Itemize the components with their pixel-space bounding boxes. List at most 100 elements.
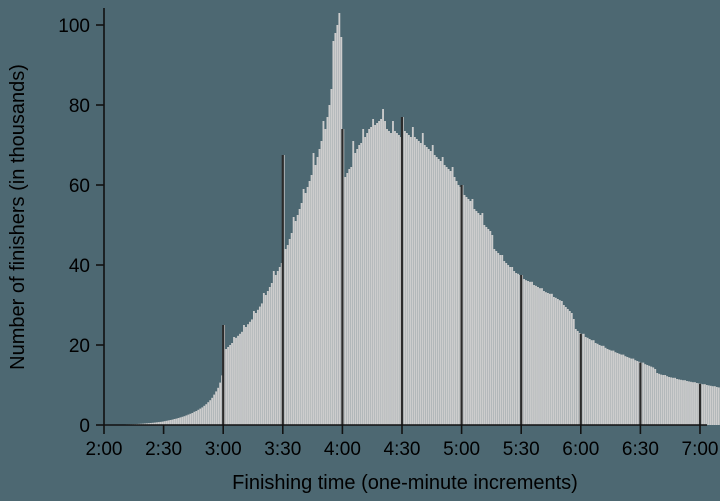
histogram-bar — [503, 261, 506, 425]
histogram-bar — [181, 416, 184, 425]
x-axis-tick-label: 7:00 — [682, 439, 719, 460]
histogram-bar — [523, 279, 526, 425]
x-axis-tick-label: 5:00 — [443, 439, 480, 460]
histogram-bar — [155, 422, 158, 425]
histogram-bar — [247, 324, 249, 425]
histogram-bar — [560, 301, 563, 425]
histogram-bar — [539, 288, 541, 425]
histogram-bar — [274, 275, 277, 425]
chart-axes — [103, 8, 707, 426]
goal-time-marker-lines — [222, 117, 702, 425]
histogram-bar — [717, 387, 720, 425]
histogram-bar — [606, 349, 609, 425]
histogram-bar — [562, 305, 565, 425]
histogram-bar — [551, 293, 553, 425]
histogram-bar — [674, 377, 676, 425]
histogram-bar — [396, 133, 398, 425]
histogram-bar — [266, 291, 269, 425]
histogram-bar — [239, 333, 241, 425]
histogram-bar — [183, 416, 186, 425]
histogram-bar — [324, 129, 327, 425]
histogram-bar — [652, 367, 655, 425]
histogram-bar — [312, 153, 315, 425]
y-axis-ticks: 0 20 40 60 80 100 — [58, 16, 104, 437]
histogram-bar — [237, 335, 239, 425]
histogram-bar — [590, 340, 593, 425]
y-axis-tick-label: 60 — [69, 176, 90, 197]
histogram-bar — [533, 285, 535, 425]
histogram-bar — [684, 380, 686, 425]
histogram-bar — [185, 415, 188, 425]
histogram-bar — [525, 280, 527, 425]
histogram-bar — [485, 227, 488, 425]
histogram-bar — [435, 157, 438, 425]
histogram-bar — [187, 414, 190, 425]
histogram-bar — [249, 321, 251, 425]
histogram-bar — [189, 413, 192, 425]
histogram-bar — [415, 139, 418, 425]
histogram-bar — [620, 354, 623, 425]
histogram-bar — [453, 177, 456, 425]
histogram-bar — [543, 291, 545, 425]
histogram-bar — [622, 354, 625, 425]
histogram-bar — [610, 350, 613, 425]
histogram-bar — [664, 375, 667, 425]
histogram-bar — [167, 420, 170, 425]
histogram-bar — [493, 249, 496, 425]
histogram-bar — [177, 418, 180, 425]
histogram-bar — [161, 421, 164, 425]
histogram-bar — [157, 422, 160, 425]
histogram-bar — [507, 265, 510, 425]
histogram-bar — [694, 382, 696, 425]
histogram-bar — [231, 343, 233, 425]
histogram-bar — [624, 356, 627, 425]
histogram-bar — [322, 121, 325, 425]
histogram-bar — [570, 313, 573, 425]
x-axis-tick-label: 2:30 — [145, 439, 182, 460]
histogram-bar — [515, 273, 518, 425]
y-axis-tick-label: 80 — [69, 96, 90, 117]
histogram-bar — [352, 141, 355, 425]
histogram-bar — [403, 131, 406, 425]
histogram-bar — [235, 337, 237, 425]
histogram-bar — [292, 217, 295, 425]
histogram-bar — [294, 221, 297, 425]
histogram-bar — [304, 193, 307, 425]
histogram-bar — [616, 353, 619, 425]
histogram-bar — [682, 380, 684, 425]
x-axis-tick-label: 4:00 — [324, 439, 361, 460]
histogram-bar — [272, 271, 275, 425]
histogram-bar — [374, 125, 377, 425]
histogram-bar — [332, 41, 335, 425]
histogram-bar — [574, 329, 577, 425]
x-axis-tick-label: 6:30 — [622, 439, 659, 460]
histogram-bar — [445, 167, 448, 425]
histogram-bar — [443, 165, 446, 425]
histogram-bar — [195, 411, 198, 425]
histogram-bar — [298, 209, 301, 425]
histogram-bar — [658, 373, 661, 425]
histogram-bar — [334, 33, 337, 425]
histogram-bar — [229, 345, 231, 425]
histogram-bar — [219, 382, 222, 425]
histogram-bar — [225, 349, 228, 425]
y-axis-tick-label: 0 — [79, 416, 90, 437]
histogram-bar — [159, 421, 162, 425]
histogram-bar — [715, 387, 718, 425]
histogram-bar — [316, 157, 319, 425]
histogram-bar — [429, 151, 432, 425]
histogram-bar — [328, 105, 331, 425]
histogram-bar — [346, 173, 349, 425]
histogram-bar — [552, 297, 555, 425]
histogram-bar — [592, 340, 595, 425]
histogram-bar — [455, 181, 458, 425]
histogram-bar — [330, 89, 333, 425]
histogram-bar — [676, 379, 678, 425]
histogram-bar — [475, 211, 478, 425]
histogram-bar — [207, 402, 210, 425]
histogram-bar — [576, 331, 579, 425]
histogram-bar — [660, 374, 663, 425]
histogram-bar — [256, 309, 259, 425]
